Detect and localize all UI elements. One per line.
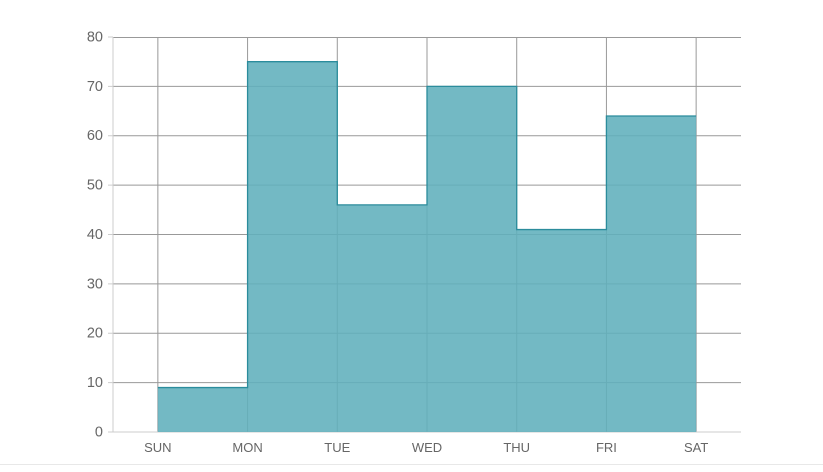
svg-text:20: 20 — [87, 326, 103, 342]
svg-text:SUN: SUN — [144, 440, 171, 455]
svg-text:0: 0 — [95, 425, 103, 441]
svg-text:MON: MON — [232, 440, 262, 455]
svg-text:40: 40 — [87, 227, 103, 243]
svg-text:TUE: TUE — [324, 440, 350, 455]
svg-text:70: 70 — [87, 79, 103, 95]
svg-text:SAT: SAT — [684, 440, 708, 455]
svg-text:WED: WED — [412, 440, 442, 455]
svg-text:50: 50 — [87, 178, 103, 194]
svg-text:FRI: FRI — [596, 440, 617, 455]
svg-text:THU: THU — [503, 440, 530, 455]
svg-text:80: 80 — [87, 30, 103, 46]
svg-text:30: 30 — [87, 276, 103, 292]
svg-text:10: 10 — [87, 375, 103, 391]
svg-text:60: 60 — [87, 128, 103, 144]
